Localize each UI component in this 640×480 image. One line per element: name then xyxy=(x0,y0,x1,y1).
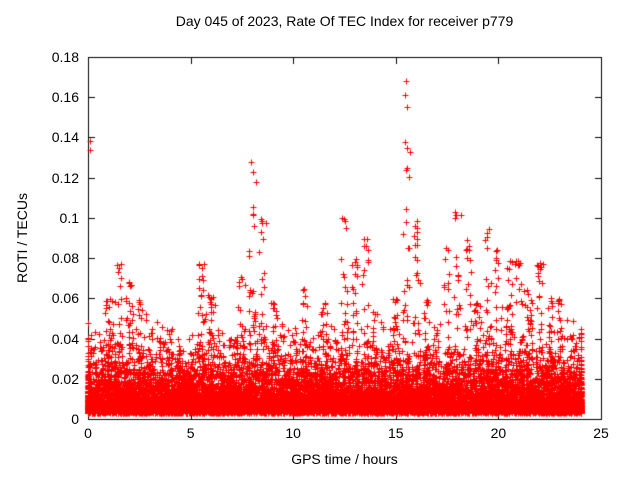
x-tick-label: 10 xyxy=(285,425,301,441)
y-tick-label: 0.18 xyxy=(51,49,79,65)
y-tick-label: 0.08 xyxy=(51,250,79,267)
y-tick-label: 0.02 xyxy=(51,370,79,387)
y-tick-label: 0.06 xyxy=(51,290,79,307)
chart-title: Day 045 of 2023, Rate Of TEC Index for r… xyxy=(175,13,514,29)
y-tick-label: 0.04 xyxy=(51,330,79,347)
y-tick-label: 0.1 xyxy=(59,209,79,226)
x-tick-label: 5 xyxy=(186,425,195,441)
y-tick-label: 0.14 xyxy=(51,129,79,146)
x-tick-label: 15 xyxy=(388,425,404,441)
x-tick-label: 20 xyxy=(490,425,507,441)
y-tick-label: 0.12 xyxy=(51,169,79,186)
y-axis-label: ROTI / TECUs xyxy=(14,193,30,283)
x-tick-label: 0 xyxy=(84,425,92,441)
x-tick-label: 25 xyxy=(593,425,609,441)
y-tick-label: 0 xyxy=(71,411,79,427)
y-tick-label: 0.16 xyxy=(51,89,79,106)
x-axis-label: GPS time / hours xyxy=(291,451,398,467)
